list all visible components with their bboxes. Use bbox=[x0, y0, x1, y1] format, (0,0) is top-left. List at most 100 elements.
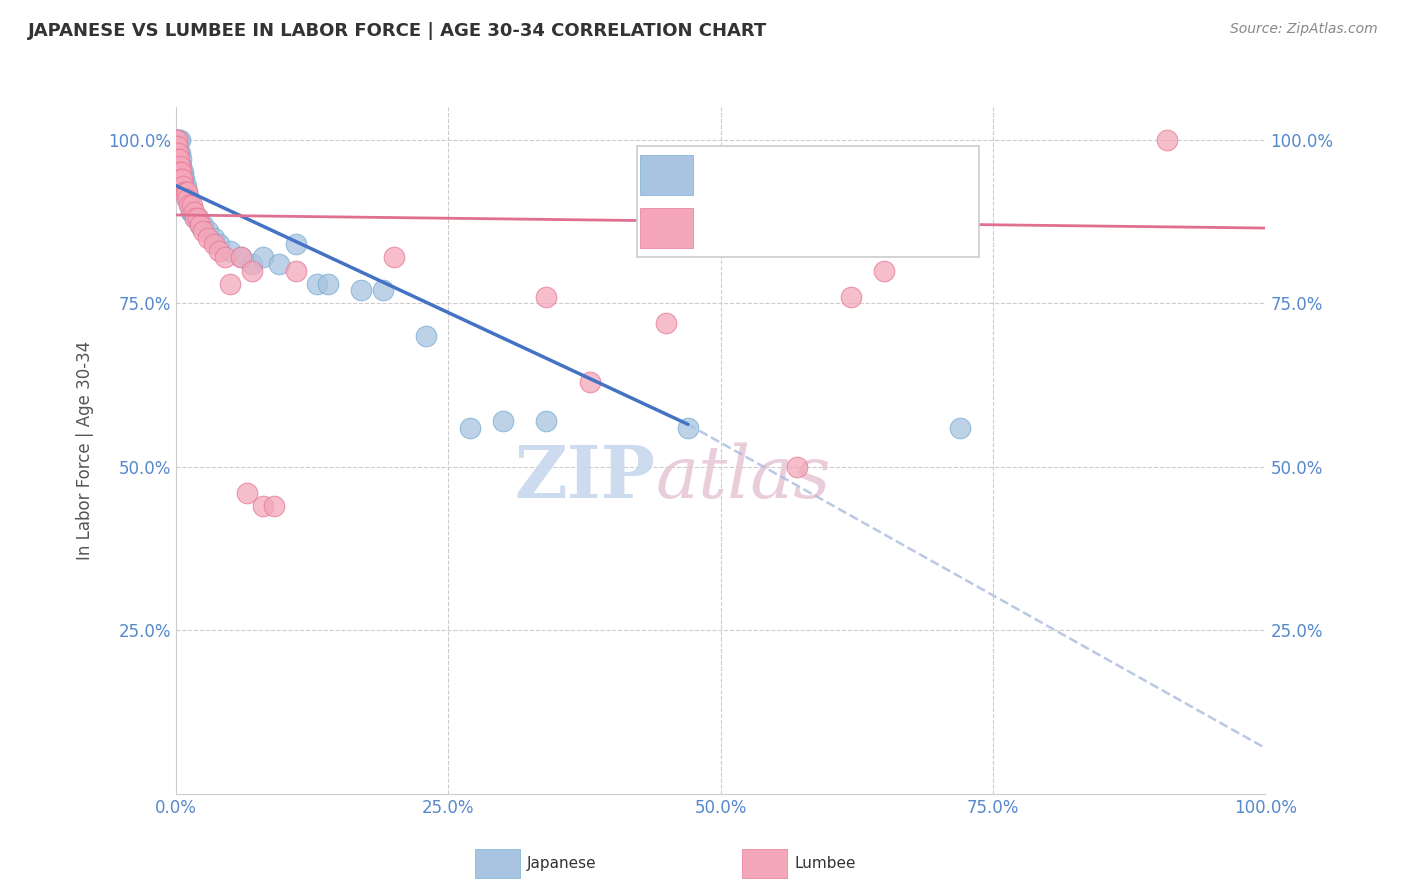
Point bbox=[186, 211, 209, 226]
Point bbox=[949, 420, 972, 434]
Text: atlas: atlas bbox=[655, 442, 831, 513]
Point bbox=[169, 165, 191, 179]
Text: 43: 43 bbox=[901, 219, 927, 237]
Point bbox=[786, 459, 808, 474]
Text: -0.391: -0.391 bbox=[748, 165, 813, 183]
Point bbox=[170, 172, 193, 186]
Point bbox=[208, 244, 231, 258]
Point bbox=[173, 185, 195, 199]
Point bbox=[214, 251, 236, 265]
Point bbox=[165, 139, 187, 153]
Point bbox=[167, 133, 190, 147]
Point bbox=[170, 153, 193, 167]
Text: Japanese: Japanese bbox=[527, 856, 598, 871]
Point bbox=[269, 257, 291, 271]
Point bbox=[176, 185, 198, 199]
Point bbox=[166, 133, 188, 147]
Text: N =: N = bbox=[853, 219, 893, 237]
Point bbox=[173, 178, 195, 193]
Point bbox=[169, 133, 191, 147]
Point bbox=[873, 263, 896, 277]
Point bbox=[191, 224, 214, 238]
Point bbox=[177, 192, 200, 206]
Point bbox=[169, 159, 191, 173]
Point bbox=[350, 283, 373, 297]
Point bbox=[172, 178, 194, 193]
Point bbox=[197, 231, 219, 245]
FancyBboxPatch shape bbox=[637, 146, 979, 257]
Point bbox=[172, 165, 194, 179]
Point bbox=[172, 172, 194, 186]
Point bbox=[240, 257, 263, 271]
Point bbox=[231, 251, 253, 265]
Point bbox=[197, 224, 219, 238]
Point bbox=[167, 145, 190, 160]
Point bbox=[176, 192, 198, 206]
Point bbox=[166, 139, 188, 153]
Point bbox=[181, 198, 204, 212]
Text: 46: 46 bbox=[901, 165, 927, 183]
Point bbox=[167, 153, 190, 167]
Point bbox=[1156, 133, 1178, 147]
Text: -0.031: -0.031 bbox=[748, 219, 813, 237]
Text: N =: N = bbox=[853, 165, 893, 183]
Point bbox=[177, 198, 200, 212]
Point bbox=[174, 185, 197, 199]
Point bbox=[284, 263, 307, 277]
Point bbox=[534, 414, 557, 428]
Point bbox=[202, 237, 225, 252]
Point bbox=[167, 133, 190, 147]
Point bbox=[176, 192, 198, 206]
Point bbox=[240, 263, 263, 277]
Point bbox=[176, 185, 198, 199]
Point bbox=[318, 277, 340, 291]
FancyBboxPatch shape bbox=[640, 208, 693, 248]
Point bbox=[219, 277, 242, 291]
Point bbox=[174, 178, 197, 193]
Text: Lumbee: Lumbee bbox=[794, 856, 856, 871]
Point bbox=[492, 414, 515, 428]
Text: ZIP: ZIP bbox=[515, 442, 655, 514]
Point bbox=[208, 237, 231, 252]
Point bbox=[534, 290, 557, 304]
Point bbox=[167, 145, 190, 160]
Text: Source: ZipAtlas.com: Source: ZipAtlas.com bbox=[1230, 22, 1378, 37]
Point bbox=[184, 211, 207, 226]
Point bbox=[172, 165, 194, 179]
Point bbox=[458, 420, 481, 434]
Point bbox=[165, 133, 187, 147]
Point bbox=[655, 316, 678, 330]
Point bbox=[382, 251, 405, 265]
Point bbox=[252, 251, 274, 265]
Point bbox=[284, 237, 307, 252]
Point bbox=[179, 198, 201, 212]
Point bbox=[202, 231, 225, 245]
Point bbox=[415, 329, 437, 343]
Point bbox=[231, 251, 253, 265]
Point bbox=[172, 172, 194, 186]
Point bbox=[219, 244, 242, 258]
Point bbox=[252, 499, 274, 513]
Text: JAPANESE VS LUMBEE IN LABOR FORCE | AGE 30-34 CORRELATION CHART: JAPANESE VS LUMBEE IN LABOR FORCE | AGE … bbox=[28, 22, 768, 40]
Point bbox=[180, 204, 202, 219]
Point bbox=[165, 133, 187, 147]
Point bbox=[191, 218, 214, 232]
Point bbox=[167, 153, 190, 167]
Point bbox=[170, 159, 193, 173]
Point bbox=[173, 172, 195, 186]
Y-axis label: In Labor Force | Age 30-34: In Labor Force | Age 30-34 bbox=[76, 341, 94, 560]
Point bbox=[170, 165, 193, 179]
FancyBboxPatch shape bbox=[640, 155, 693, 194]
Point bbox=[579, 375, 602, 389]
Point bbox=[676, 420, 699, 434]
Point bbox=[307, 277, 329, 291]
Point bbox=[184, 211, 207, 226]
Point bbox=[181, 204, 204, 219]
Point bbox=[172, 172, 194, 186]
Point bbox=[165, 133, 187, 147]
Point bbox=[186, 211, 209, 226]
Point bbox=[169, 145, 191, 160]
Point bbox=[235, 486, 257, 500]
Point bbox=[167, 133, 190, 147]
Point bbox=[188, 218, 211, 232]
